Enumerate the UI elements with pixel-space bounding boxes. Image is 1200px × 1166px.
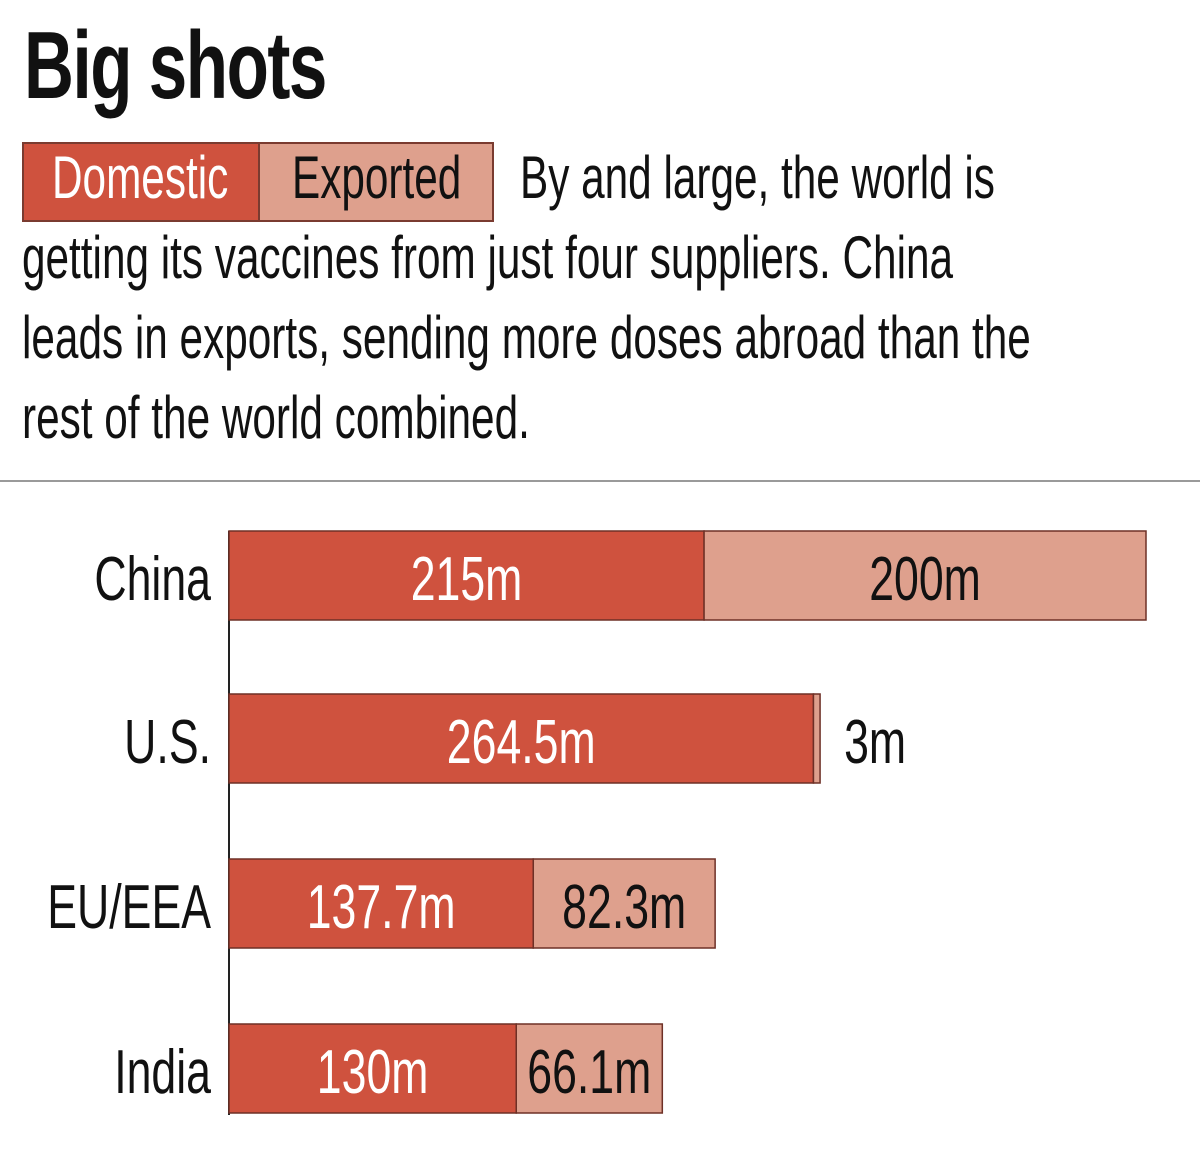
legend-exported-label: Exported (292, 144, 462, 211)
bar-exported (515, 1023, 664, 1114)
bar-exported (812, 693, 821, 784)
category-label: U.S. (124, 708, 211, 777)
category-label: China (94, 545, 211, 614)
data-label-exported: 3m (844, 708, 906, 777)
data-label-domestic: 137.7m (307, 873, 456, 942)
intro-text: Domestic Exported By and large, the worl… (22, 138, 1192, 458)
divider (0, 480, 1200, 482)
intro-line: rest of the world combined. (22, 384, 530, 451)
bar-domestic (228, 530, 705, 621)
data-label-domestic: 264.5m (447, 708, 596, 777)
intro-line: By and large, the world is (520, 144, 995, 211)
category-label: EU/EEA (47, 873, 211, 942)
data-label-domestic: 215m (411, 545, 523, 614)
bar-exported (703, 530, 1147, 621)
bar-domestic (228, 693, 815, 784)
data-label-domestic: 130m (317, 1038, 429, 1107)
legend-exported-swatch (258, 142, 494, 222)
bar-domestic (228, 858, 535, 949)
legend-domestic-swatch (22, 142, 260, 222)
intro-line: getting its vaccines from just four supp… (22, 224, 954, 291)
data-label-exported: 82.3m (562, 873, 686, 942)
category-label: India (114, 1038, 212, 1107)
legend-domestic-label: Domestic (52, 144, 229, 211)
data-label-exported: 200m (869, 545, 981, 614)
chart-title: Big shots (24, 12, 327, 119)
data-label-exported: 66.1m (527, 1038, 651, 1107)
bar-exported (532, 858, 716, 949)
